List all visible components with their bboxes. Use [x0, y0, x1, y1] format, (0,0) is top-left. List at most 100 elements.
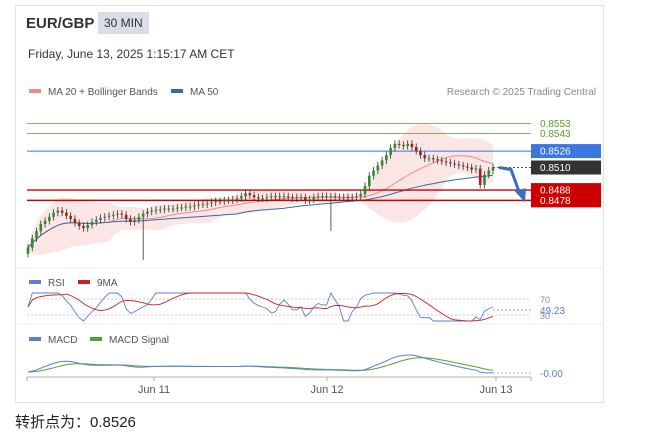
candle-body: [466, 166, 469, 168]
candle-body: [389, 148, 392, 156]
macd-line: [27, 354, 494, 374]
candle-body: [252, 195, 256, 198]
forecast-arrow-head: [514, 188, 526, 203]
macd-signal-legend-label: MACD Signal: [109, 335, 169, 346]
candle-body: [265, 197, 269, 199]
candle-body: [86, 225, 90, 229]
candle-body: [470, 167, 473, 170]
candle-body: [385, 155, 388, 161]
candle-body: [222, 200, 226, 202]
candle-body: [355, 196, 358, 198]
rsi-legend-swatch: [29, 280, 41, 284]
candle-body: [99, 217, 102, 220]
candle-body: [286, 196, 290, 198]
rsi-last-value: 49.23: [540, 306, 565, 317]
candle-body: [141, 213, 145, 217]
level-label-0.8510: 0.8510: [540, 163, 571, 174]
candle-body: [461, 165, 465, 167]
timeframe-badge[interactable]: 30 MIN: [98, 12, 149, 34]
candle-body: [218, 201, 222, 203]
candle-body: [248, 193, 252, 196]
macd-legend-label: MACD: [48, 335, 77, 346]
level-badge-0.8510: [531, 160, 601, 175]
symbol-title: EUR/GBP: [26, 15, 95, 32]
level-label-0.8488: 0.8488: [540, 186, 571, 197]
candle-body: [474, 168, 478, 170]
candle-body: [406, 143, 409, 146]
credit-label: Research © 2025 Trading Central: [447, 87, 596, 98]
candle-body: [363, 186, 367, 195]
candle-body: [303, 197, 307, 201]
candle-body: [201, 204, 205, 206]
candle-body: [163, 208, 166, 210]
candle-body: [440, 160, 444, 162]
candle-body: [231, 199, 235, 201]
macd-legend: MACD MACD Signal: [29, 335, 169, 346]
rsi-level-label: 70: [540, 295, 550, 305]
candle-body: [129, 218, 132, 222]
candle-body: [342, 197, 345, 199]
candle-body: [346, 197, 350, 199]
candle-body: [299, 197, 303, 199]
candle-body: [90, 221, 94, 226]
candle-body: [176, 207, 179, 209]
x-axis: Jun 11 Jun 12 Jun 13: [26, 376, 532, 396]
candle-body: [52, 212, 55, 217]
candle-body: [359, 194, 363, 197]
candle-body: [65, 212, 68, 216]
candle-body: [124, 214, 128, 219]
candle-body: [210, 202, 213, 204]
candle-body: [73, 218, 77, 223]
candle-body: [56, 210, 60, 213]
candle-body: [414, 146, 418, 152]
candle-body: [167, 208, 171, 210]
candle-body: [112, 214, 115, 216]
rsi-ma-line: [27, 292, 494, 322]
rsi-line: [27, 291, 494, 322]
candle-body: [312, 197, 316, 200]
candle-body: [333, 196, 337, 198]
candle-body: [444, 161, 448, 163]
bollinger-band: [28, 124, 493, 255]
candle-body: [146, 211, 149, 214]
chart-card: EUR/GBP 30 MIN Friday, June 13, 2025 1:1…: [15, 5, 604, 403]
candle-body: [193, 205, 196, 207]
level-label-0.8526: 0.8526: [540, 147, 571, 158]
x-tick-label: Jun 12: [310, 384, 343, 396]
x-tick-label: Jun 11: [138, 384, 170, 396]
candle-body: [436, 159, 439, 161]
candle-body: [137, 216, 141, 220]
candle-body: [94, 219, 98, 222]
candle-body: [77, 222, 81, 227]
ma20-legend-label: MA 20 + Bollinger Bands: [48, 87, 158, 98]
candle-body: [282, 196, 286, 198]
candle-body: [26, 247, 30, 254]
candle-body: [35, 231, 38, 239]
candle-body: [82, 226, 85, 229]
candle-body: [227, 200, 230, 202]
level-label-0.8478: 0.8478: [540, 196, 571, 207]
ma50-legend-swatch: [171, 89, 183, 93]
candle-body: [291, 197, 294, 199]
candle-body: [274, 196, 277, 198]
candle-body: [380, 160, 384, 166]
candle-body: [39, 224, 43, 232]
candle-body: [431, 158, 435, 160]
candle-body: [325, 196, 328, 198]
date-label: Friday, June 13, 2025 1:15:17 AM CET: [28, 47, 235, 61]
rsi-legend-label: RSI: [48, 278, 65, 289]
pivot-note: 转折点为：0.8526: [15, 414, 136, 431]
candle-body: [30, 238, 34, 248]
candle-body: [257, 197, 260, 199]
candle-body: [184, 206, 188, 208]
candle-body: [150, 210, 154, 212]
ma50-line: [27, 174, 494, 248]
candle-body: [69, 215, 72, 219]
candle-body: [269, 196, 273, 198]
candle-body: [235, 198, 239, 200]
candle-body: [197, 204, 200, 206]
candle-body: [402, 144, 405, 146]
macd-panel: -0.00: [27, 354, 563, 380]
